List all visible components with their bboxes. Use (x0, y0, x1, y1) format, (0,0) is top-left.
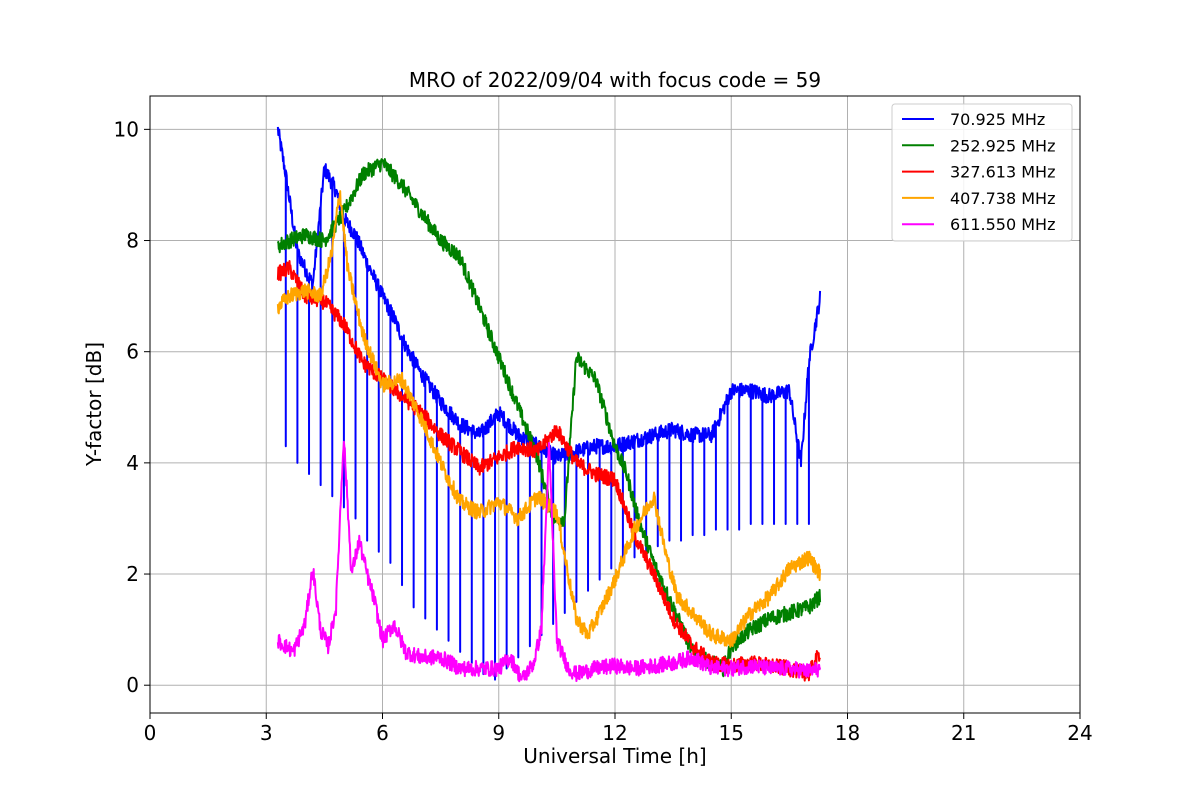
chart-title: MRO of 2022/09/04 with focus code = 59 (409, 68, 821, 92)
x-tick-label: 18 (835, 721, 860, 745)
legend-label-4: 611.550 MHz (950, 215, 1055, 234)
legend-label-3: 407.738 MHz (950, 189, 1055, 208)
x-tick-label: 24 (1067, 721, 1092, 745)
y-tick-label: 8 (126, 229, 139, 253)
x-axis-label: Universal Time [h] (523, 744, 706, 768)
legend-label-1: 252.925 MHz (950, 136, 1055, 155)
legend: 70.925 MHz 252.925 MHz 327.613 MHz 407.738 … (891, 103, 1073, 242)
x-tick-label: 15 (719, 721, 744, 745)
legend-label-0: 70.925 MHz (950, 110, 1045, 129)
legend-label-2: 327.613 MHz (950, 163, 1055, 182)
x-tick-label: 3 (260, 721, 273, 745)
series-line-3 (276, 190, 822, 648)
x-tick-label: 0 (144, 721, 157, 745)
x-tick-label: 6 (376, 721, 389, 745)
y-tick-label: 0 (126, 673, 139, 697)
y-tick-label: 4 (126, 451, 139, 475)
y-tick-label: 6 (126, 340, 139, 364)
y-tick-label: 10 (114, 117, 139, 141)
y-axis-label: Y-factor [dB] (82, 342, 106, 467)
legend-box (891, 103, 1073, 242)
series-group (276, 126, 822, 683)
x-tick-label: 9 (492, 721, 505, 745)
x-tick-label: 21 (951, 721, 976, 745)
x-tick-label: 12 (602, 721, 627, 745)
series-line-4 (276, 440, 822, 683)
y-tick-label: 2 (126, 562, 139, 586)
